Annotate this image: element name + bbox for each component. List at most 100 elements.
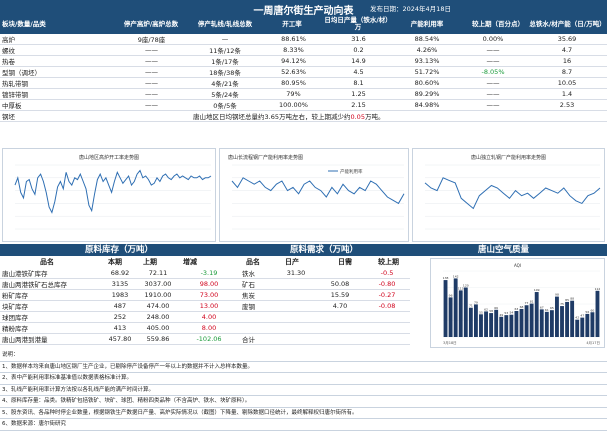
cell-c7: 2.53 [527,99,607,111]
aqi-bar-label: 142 [453,274,459,278]
inv-cell-dd: 31.30 [276,268,316,279]
aqi-bar [585,313,590,337]
aqi-bar [555,296,559,337]
cell-c4: 0.2 [322,44,395,56]
col-header-category: 板块/数量/品类 [2,19,46,28]
inv-cell-name: 唐山两港铁矿石总库存 [0,278,102,290]
cell-c4: 14.9 [322,55,395,67]
col-header-vs-prev: 较上期（百分点） [472,19,524,28]
cell-c5: 4.26% [395,44,459,56]
inv-cell-name: 块矿库存 [0,300,102,312]
production-row: 热轧带钢 —— 4条/21条 80.95% 8.1 80.60% —— 10.05 [0,77,607,89]
inv-cell-dr [316,311,364,323]
dem-col-name: 品名 [246,258,260,266]
cell-c3: 88.61% [265,34,322,45]
aqi-bar [443,280,448,337]
aqi-bar-label: 55 [479,310,483,314]
inv-cell-dn: 铁水 [240,268,276,279]
cell-c6: 0.00% [459,34,527,45]
aqi-bar-label: 79 [474,300,478,304]
aqi-x-first: 3月18日 [443,340,457,345]
aqi-bar [514,311,519,337]
col-header-stopped-bf: 停产高炉/高炉总数 [123,19,179,28]
aqi-bar [458,290,463,337]
notes-section: 说明： 1、数据样本均来自唐山地区钢厂生产企业，已剔除停产设备停产一年以上的数据并… [0,350,607,431]
cell-name: 中厚板 [0,99,118,111]
aqi-bar [453,278,458,337]
inv-cell-dd [276,311,316,323]
aqi-bar [595,290,600,337]
aqi-bar [575,319,580,337]
cell-c7: 10.05 [527,77,607,89]
aqi-legend: AQI [514,263,521,268]
aqi-bar-label: 98 [555,293,559,297]
inv-cell-dr [316,333,364,345]
inv-cell-chg: 4.00 [178,311,240,323]
inv-cell-cur: 487 [102,300,138,312]
dem-col-change: 较上期 [378,258,399,266]
inventory-row: 唐山港铁矿库存 68.92 72.11 -3.19 铁水 31.30 -0.5 [0,268,410,279]
aqi-bar-label: 61 [545,308,549,312]
cell-c3: 94.12% [265,55,322,67]
aqi-bar [570,300,575,337]
steel-note-highlight: 0.05 [350,113,365,121]
cell-c1: —— [118,44,185,56]
inv-cell-dr [316,322,364,334]
inv-cell-dn: 矿石 [240,278,276,290]
aqi-bar [448,297,453,337]
inventory-row: 唐山两港铁矿石总库存 3135 3037.00 98.00 矿石 50.08 -0.80 [0,278,410,290]
cell-c2: 11条/12条 [185,44,265,56]
aqi-bar [519,308,524,337]
section2-bar: 原料库存（万吨） 原料需求（万吨） 唐山空气质量 [0,244,607,256]
aqi-bar-label: 113 [458,286,464,290]
inv-cell-prev: 248.00 [138,311,178,323]
cell-c3: 79% [265,88,322,100]
inv-cell-dd [276,322,316,334]
cell-c3: 8.33% [265,44,322,56]
page-title: 一周唐尔街生产动向表 [253,6,354,17]
cell-name: 螺纹 [0,44,118,56]
cell-c6: —— [459,99,527,111]
inv-cell-name: 粉矿库存 [0,289,102,301]
inv-cell-cur: 252 [102,311,138,323]
col-header-capacity: 总铁水/材产能（日/万吨） [529,19,606,28]
inv-cell-chg: -3.19 [178,268,240,279]
series-line [231,177,405,205]
aqi-bar [539,309,544,337]
note-line: 6、数据来源：唐尔街研究 [0,419,607,431]
cell-c2: 0条/5条 [185,99,265,111]
aqi-bar-label: 65 [550,306,554,310]
production-row: 螺纹 —— 11条/12条 8.33% 0.2 4.26% —— 4.7 [0,44,607,56]
col-header-operating-rate: 开工率 [282,19,302,28]
chart-panel-long-process: 唐山长流程钢厂产能利用率走势图 产能利用率 [219,148,409,242]
aqi-bar [524,305,529,337]
cell-c7: 8.7 [527,66,607,78]
inv-cell-chg: 8.00 [178,322,240,334]
cell-c7: 35.69 [527,34,607,45]
cell-name: 高炉 [0,34,118,45]
cell-c7: 1.4 [527,88,607,100]
note-line: 2、表中产能利用率标准基准值以数据表格标准计算。 [0,373,607,385]
aqi-bar-label: 49 [499,313,503,317]
chart-panel-bf-rate: 唐山地区高炉开工率走势图 [2,148,216,242]
inv-cell-dn: 焦炭 [240,289,276,301]
aqi-bar-label: 58 [489,309,493,313]
cell-c4: 8.1 [322,77,395,89]
inv-cell-dc [364,333,410,345]
aqi-bar [468,307,473,337]
aqi-x-last: 4月17日 [586,340,600,345]
inv-cell-chg: 73.00 [178,289,240,301]
air-quality-title: 唐山空气质量 [478,245,530,255]
aqi-bar-label: 120 [463,284,469,288]
inv-cell-name: 唐山两港到港量 [0,333,102,345]
aqi-bar-label: 42 [575,316,579,320]
inventory-title: 原料库存（万吨） [85,245,154,255]
inv-cell-cur: 1983 [102,289,138,301]
inv-cell-dc: -0.5 [364,268,410,279]
series-line [424,177,601,210]
inv-cell-prev: 72.11 [138,268,178,279]
cell-c6: —— [459,88,527,100]
note-line: 说明： [0,350,607,362]
cell-c4: 4.5 [322,66,395,78]
cell-c6: -8.05% [459,66,527,78]
